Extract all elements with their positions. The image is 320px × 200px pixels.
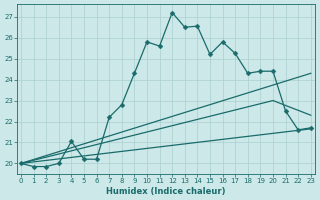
X-axis label: Humidex (Indice chaleur): Humidex (Indice chaleur) bbox=[106, 187, 226, 196]
